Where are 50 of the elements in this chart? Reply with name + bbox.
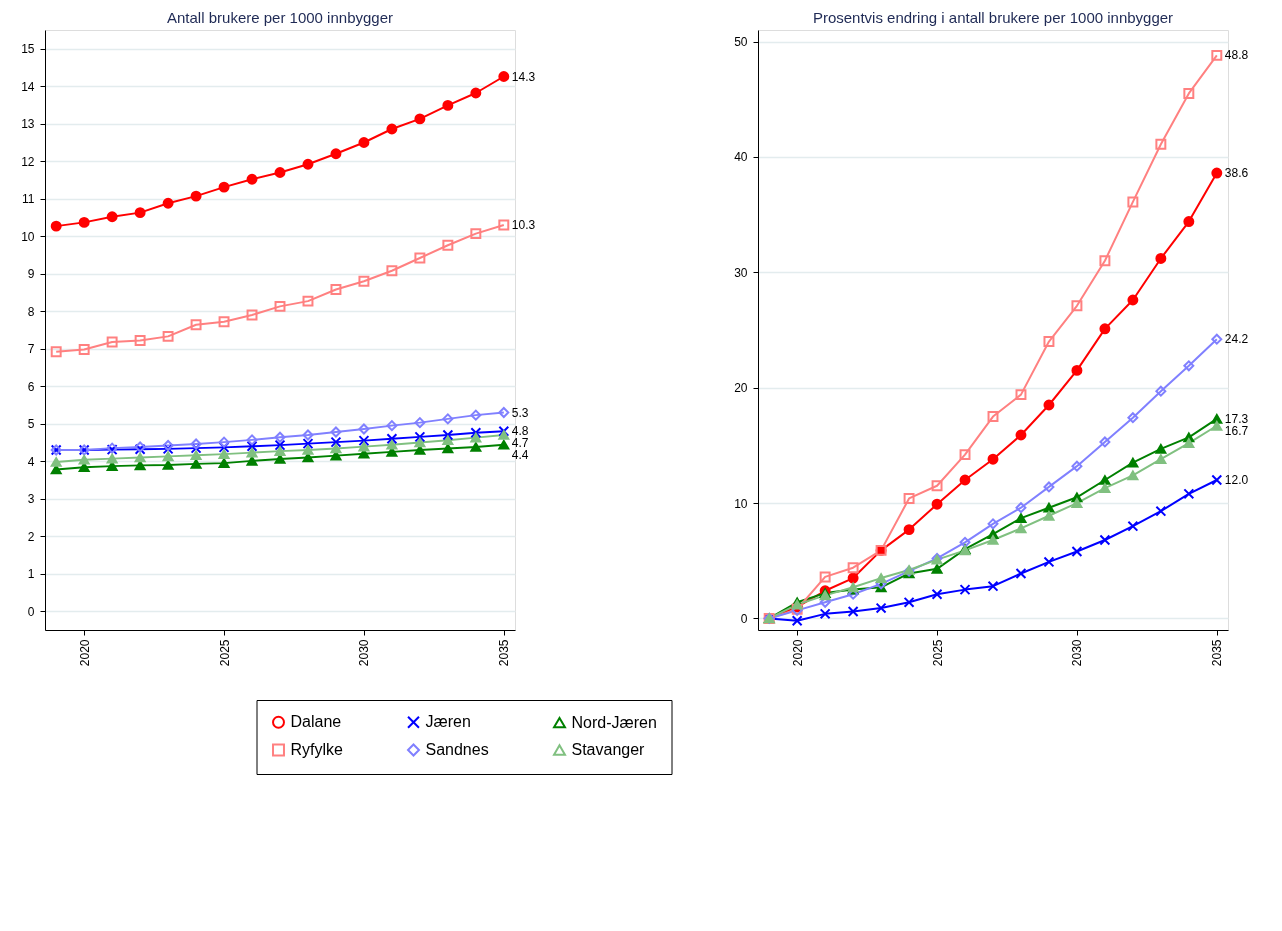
chart-title: Prosentvis endring i antall brukere per 1000 innbygger xyxy=(812,9,1174,26)
data-label: 38.6 xyxy=(1224,166,1249,181)
data-label: 14.3 xyxy=(511,69,536,84)
legend-label: Nord-Jæren xyxy=(571,713,657,731)
legend-label: Stavanger xyxy=(571,741,646,758)
x-tick-label: 2030 xyxy=(1070,639,1085,667)
data-label: 4.7 xyxy=(511,436,529,451)
data-label: 10.3 xyxy=(511,218,536,232)
y-tick-label: 14 xyxy=(21,79,35,94)
y-tick-label: 11 xyxy=(22,192,35,207)
y-tick-label: 2 xyxy=(27,529,35,544)
y-tick-label: 12 xyxy=(21,154,35,169)
y-tick-label: 20 xyxy=(734,381,748,396)
y-tick-label: 30 xyxy=(734,265,748,280)
y-tick-label: 0 xyxy=(27,604,35,619)
x-tick-label: 2020 xyxy=(77,639,92,667)
data-label: 16.7 xyxy=(1224,423,1249,438)
legend-label: Dalane xyxy=(290,713,342,731)
data-label: 48.8 xyxy=(1224,48,1249,63)
y-tick-label: 8 xyxy=(27,304,35,319)
x-tick-label: 2020 xyxy=(790,639,805,667)
y-tick-label: 0 xyxy=(740,611,748,626)
y-tick-label: 3 xyxy=(27,492,35,507)
y-tick-label: 4 xyxy=(27,454,35,469)
y-tick-label: 5 xyxy=(27,417,35,432)
y-tick-label: 6 xyxy=(27,379,35,394)
x-tick-label: 2025 xyxy=(217,639,232,667)
legend-label: Sandnes xyxy=(425,741,489,758)
chart-title: Antall brukere per 1000 innbygger xyxy=(167,9,393,26)
y-tick-label: 13 xyxy=(21,117,35,132)
y-tick-label: 40 xyxy=(734,150,748,165)
data-label: 4.8 xyxy=(511,424,529,439)
y-tick-label: 9 xyxy=(27,267,35,282)
data-label: 12.0 xyxy=(1224,473,1249,487)
y-tick-label: 15 xyxy=(21,42,35,57)
y-tick-label: 10 xyxy=(21,229,35,244)
x-tick-label: 2035 xyxy=(1210,639,1225,667)
data-label: 24.2 xyxy=(1224,332,1249,347)
y-tick-label: 1 xyxy=(27,567,35,582)
legend-label: Jæren xyxy=(425,713,471,731)
data-label: 4.4 xyxy=(511,448,529,463)
y-tick-label: 10 xyxy=(734,496,748,511)
x-tick-label: 2035 xyxy=(497,639,512,667)
x-tick-label: 2030 xyxy=(357,639,372,667)
x-tick-label: 2025 xyxy=(930,639,945,667)
y-tick-label: 7 xyxy=(27,342,35,357)
data-label: 5.3 xyxy=(511,405,529,420)
legend-label: Ryfylke xyxy=(290,741,344,758)
y-tick-label: 50 xyxy=(734,35,748,50)
data-label: 17.3 xyxy=(1224,411,1249,426)
